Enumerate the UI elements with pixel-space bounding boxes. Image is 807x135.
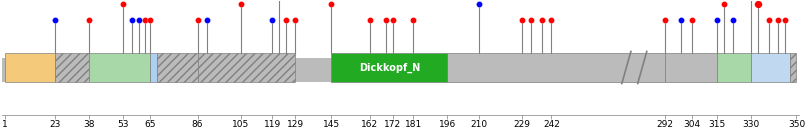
FancyBboxPatch shape	[89, 53, 150, 82]
FancyBboxPatch shape	[157, 53, 198, 82]
FancyBboxPatch shape	[790, 53, 797, 82]
FancyBboxPatch shape	[332, 53, 447, 82]
FancyBboxPatch shape	[5, 53, 55, 82]
FancyBboxPatch shape	[447, 53, 665, 82]
FancyBboxPatch shape	[150, 53, 157, 82]
FancyBboxPatch shape	[665, 53, 717, 82]
Bar	[2, 58, 797, 82]
FancyBboxPatch shape	[55, 53, 89, 82]
FancyBboxPatch shape	[751, 53, 790, 82]
Text: Dickkopf_N: Dickkopf_N	[358, 62, 420, 73]
FancyBboxPatch shape	[717, 53, 751, 82]
FancyBboxPatch shape	[198, 53, 295, 82]
